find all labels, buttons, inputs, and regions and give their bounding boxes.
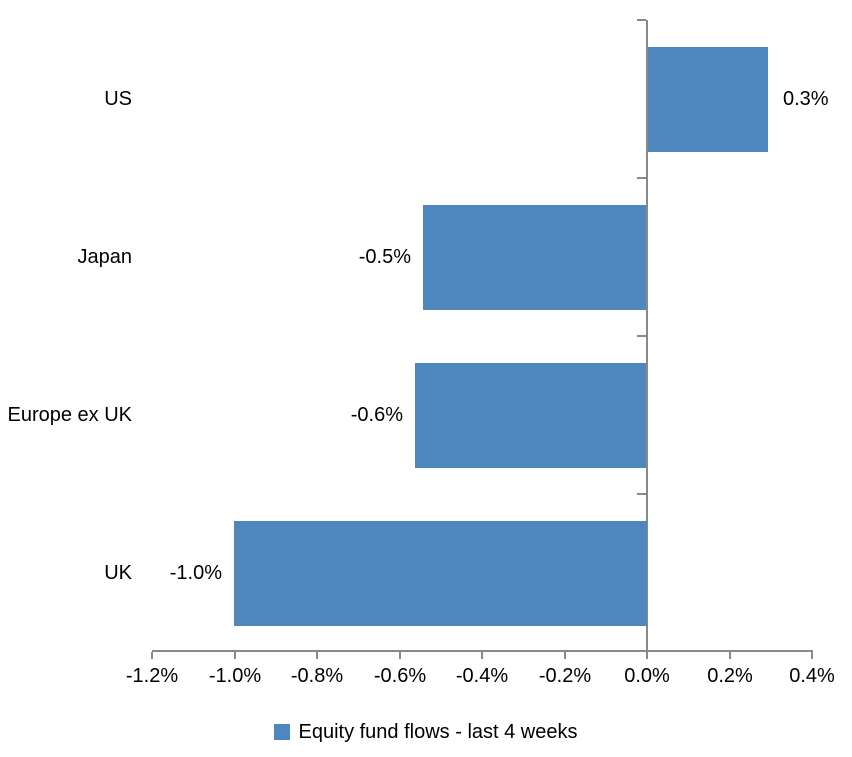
value-label-us: 0.3% xyxy=(783,88,829,110)
x-tick-label: 0.4% xyxy=(789,665,835,687)
value-label-europe-ex-uk: -0.6% xyxy=(350,404,403,426)
x-axis-tick xyxy=(729,652,731,659)
x-tick-label: -1.2% xyxy=(125,665,179,687)
category-tick xyxy=(637,493,646,495)
x-axis-tick xyxy=(811,652,813,659)
value-label-japan: -0.5% xyxy=(358,246,411,268)
x-axis-tick xyxy=(151,652,153,659)
x-tick-label: 0.2% xyxy=(707,665,753,687)
bar-japan xyxy=(423,205,646,310)
x-tick-label: -0.6% xyxy=(373,665,427,687)
x-axis-tick xyxy=(564,652,566,659)
bar-uk xyxy=(234,521,647,626)
category-tick xyxy=(637,19,646,21)
category-label-europe-ex-uk: Europe ex UK xyxy=(7,404,132,426)
legend-label: Equity fund flows - last 4 weeks xyxy=(298,720,578,743)
legend-swatch-icon xyxy=(274,724,291,740)
category-label-japan: Japan xyxy=(77,246,133,268)
legend: Equity fund flows - last 4 weeks xyxy=(0,718,852,746)
x-tick-label: -0.4% xyxy=(455,665,509,687)
bar-europe-ex-uk xyxy=(415,363,646,468)
category-tick xyxy=(637,177,646,179)
value-label-uk: -1.0% xyxy=(169,562,222,584)
x-tick-label: -1.0% xyxy=(208,665,262,687)
x-axis-line xyxy=(152,650,813,652)
x-axis-tick xyxy=(234,652,236,659)
x-axis-tick xyxy=(316,652,318,659)
category-tick xyxy=(637,335,646,337)
x-tick-label: -0.8% xyxy=(290,665,344,687)
x-axis-tick xyxy=(481,652,483,659)
x-tick-label: -0.2% xyxy=(538,665,592,687)
category-label-uk: UK xyxy=(104,562,132,584)
category-label-us: US xyxy=(104,88,132,110)
zero-axis-line xyxy=(646,20,648,659)
bar-us xyxy=(648,47,768,152)
x-axis-tick xyxy=(399,652,401,659)
x-tick-label: 0.0% xyxy=(624,665,670,687)
